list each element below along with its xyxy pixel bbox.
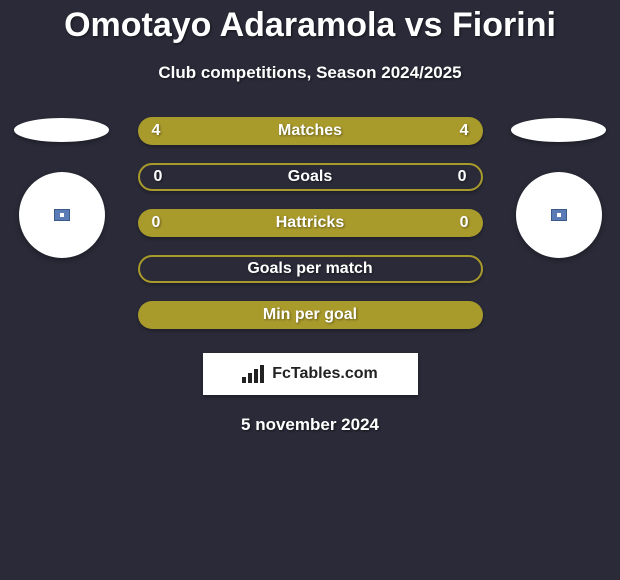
stat-label: Min per goal [182, 306, 439, 324]
right-flag-ellipse [511, 118, 606, 142]
stat-right-value: 0 [439, 214, 469, 232]
stat-label: Goals [184, 168, 437, 186]
logo-bar [254, 369, 258, 383]
stat-right-value: 0 [437, 168, 467, 186]
date-line: 5 november 2024 [0, 415, 620, 435]
stat-bars: 4Matches40Goals00Hattricks0Goals per mat… [138, 117, 483, 329]
stat-label: Matches [182, 122, 439, 140]
stat-left-value: 0 [154, 168, 184, 186]
stat-bar: Min per goal [138, 301, 483, 329]
logo-bar [260, 365, 264, 383]
fctables-logo: FcTables.com [203, 353, 418, 395]
logo-text: FcTables.com [272, 365, 378, 383]
left-club-badge [19, 172, 105, 258]
subtitle: Club competitions, Season 2024/2025 [0, 63, 620, 83]
placeholder-icon [551, 209, 567, 221]
stat-bar: 4Matches4 [138, 117, 483, 145]
stat-bar: 0Hattricks0 [138, 209, 483, 237]
logo-bar [248, 373, 252, 383]
right-player-badges [511, 117, 606, 258]
stat-label: Hattricks [182, 214, 439, 232]
logo-bar [242, 377, 246, 383]
stat-label: Goals per match [184, 260, 437, 278]
stat-left-value: 0 [152, 214, 182, 232]
right-club-badge [516, 172, 602, 258]
placeholder-icon [54, 209, 70, 221]
stat-bar: 0Goals0 [138, 163, 483, 191]
stat-bar: Goals per match [138, 255, 483, 283]
page-title: Omotayo Adaramola vs Fiorini [0, 0, 620, 45]
left-player-badges [14, 117, 109, 258]
logo-bars-icon [242, 365, 266, 383]
left-flag-ellipse [14, 118, 109, 142]
stat-left-value: 4 [152, 122, 182, 140]
comparison-area: 4Matches40Goals00Hattricks0Goals per mat… [0, 117, 620, 435]
stat-right-value: 4 [439, 122, 469, 140]
